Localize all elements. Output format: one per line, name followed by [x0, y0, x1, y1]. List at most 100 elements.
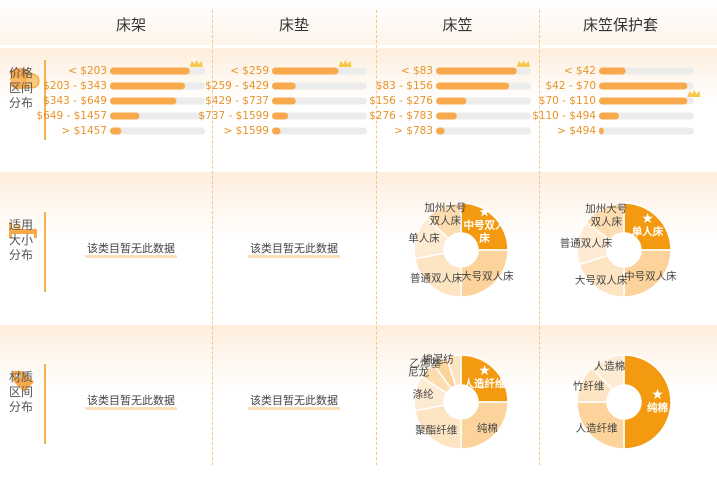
segment-text: 大号双人床 — [574, 274, 628, 287]
donut-segment — [413, 252, 462, 298]
price-label: < $42 — [563, 65, 596, 77]
column-title: 床笠保护套 — [582, 16, 659, 34]
row-label: 大小 — [9, 233, 34, 247]
bar — [436, 67, 517, 75]
bar-track — [436, 112, 531, 120]
segment-text: 加州大号双人床 — [585, 203, 628, 229]
donut-segment — [622, 354, 672, 450]
bar-track — [272, 82, 367, 90]
no-data: 该类目暂无此数据 — [85, 394, 177, 410]
no-data: 该类目暂无此数据 — [248, 394, 340, 410]
crown-icon — [687, 90, 701, 97]
segment-text: 加州大号双人床 — [424, 202, 467, 228]
segment-label: 普通双人床 — [410, 273, 463, 286]
segment-label: 人造纤维 — [576, 422, 618, 435]
segment-label: 人造棉 — [594, 360, 626, 373]
segment-text: 人造纤维 — [463, 377, 506, 390]
donut-segment — [622, 249, 672, 298]
segment-label: 棉混纺 — [422, 353, 454, 366]
bar — [599, 127, 604, 135]
donut-chart — [412, 202, 509, 298]
price-label: $649 - $1457 — [36, 110, 107, 122]
segment-text: 尼龙 — [408, 366, 430, 379]
row-label: 适用 — [9, 218, 34, 232]
segment-label: 乙烯基 — [409, 357, 441, 370]
price-label: $42 - $70 — [545, 80, 596, 92]
price-label: $276 - $783 — [369, 110, 433, 122]
row-label: 价格 — [9, 66, 34, 80]
price-label: < $203 — [68, 65, 107, 77]
segment-text: 单人床 — [408, 232, 440, 245]
segment-text: 人造棉 — [593, 360, 626, 373]
price-label: $70 - $110 — [538, 95, 596, 107]
price-label: < $259 — [230, 65, 269, 77]
bar — [110, 112, 140, 120]
crown-icon — [338, 60, 352, 67]
star-icon: ★ — [478, 204, 491, 221]
segment-label: 中号双人床 — [624, 270, 677, 283]
donut-chart — [412, 354, 509, 450]
segment-label: 普通双人床 — [560, 238, 613, 251]
segment-label: 加州大号双人床 — [583, 203, 629, 229]
bar-chart — [599, 67, 701, 135]
row-label: 材质 — [9, 370, 34, 384]
price-label: > $494 — [557, 125, 596, 137]
segment-text: 纯棉 — [476, 422, 498, 435]
bar — [110, 97, 177, 105]
label-bar — [44, 364, 46, 444]
segment-label: 聚酯纤维 — [415, 425, 457, 438]
segment-text: 涤纶 — [412, 388, 434, 401]
donut-segment — [575, 401, 625, 450]
price-label: $429 - $737 — [205, 95, 269, 107]
bar — [272, 97, 296, 105]
row-label: 区间 — [9, 385, 34, 399]
label-bar — [44, 60, 46, 140]
bed-icon — [9, 222, 37, 238]
price-label: $203 - $343 — [43, 80, 107, 92]
segment-text: 人造纤维 — [575, 422, 618, 435]
column-title: 床笠 — [442, 16, 473, 34]
coins-icon — [10, 68, 40, 89]
price-label: > $1599 — [223, 125, 269, 137]
bar — [272, 127, 281, 135]
bar — [110, 127, 122, 135]
segment-text: 竹纤维 — [572, 380, 605, 393]
segment-label: 加州大号双人床 — [422, 202, 468, 228]
header-bg — [0, 0, 717, 45]
donut-segment — [459, 249, 509, 298]
bar — [110, 82, 186, 90]
price-label: $737 - $1599 — [198, 110, 269, 122]
row-label: 分布 — [9, 96, 34, 110]
price-label: $110 - $494 — [532, 110, 596, 122]
label-bar — [44, 212, 46, 292]
no-data: 该类目暂无此数据 — [248, 242, 340, 258]
segment-text: 乙烯基 — [409, 357, 441, 370]
segment-label: 大号双人床 — [575, 274, 628, 287]
crown-icon — [516, 60, 530, 67]
divider — [212, 10, 213, 465]
star-icon: ★ — [478, 362, 491, 379]
bar-chart — [110, 60, 205, 135]
segment-label: 涤纶 — [413, 388, 434, 401]
bar-track — [436, 127, 531, 135]
divider — [376, 10, 377, 465]
bar — [436, 97, 467, 105]
donut-segment — [590, 354, 625, 391]
no-data: 该类目暂无此数据 — [85, 242, 177, 258]
segment-text: 聚酯纤维 — [415, 424, 458, 437]
price-label: $83 - $156 — [375, 80, 433, 92]
segment-label: 竹纤维 — [573, 380, 605, 393]
segment-label: ★ 纯棉 — [635, 387, 681, 415]
donut-segment — [459, 401, 509, 450]
bar — [436, 112, 457, 120]
bar — [436, 82, 510, 90]
star-icon: ★ — [651, 387, 664, 403]
bar-track — [599, 112, 694, 120]
segment-label: ★ 人造纤维 — [462, 362, 508, 391]
bar — [272, 82, 296, 90]
divider — [539, 10, 540, 465]
donut-segment — [584, 202, 625, 242]
bar — [272, 67, 339, 75]
row-label: 分布 — [9, 400, 34, 414]
